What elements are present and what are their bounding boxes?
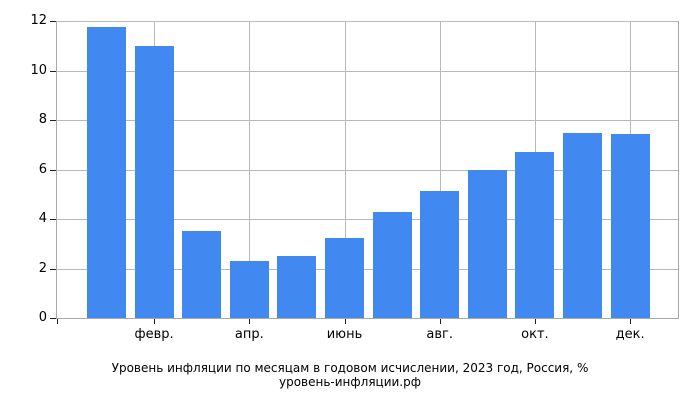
bar-июль xyxy=(372,211,412,318)
y-tick-6 xyxy=(50,169,56,171)
x-tick-апр. xyxy=(249,319,251,324)
x-tick-дек. xyxy=(630,319,632,324)
y-tick-label-6: 6 xyxy=(38,161,47,177)
gridline-h-10 xyxy=(57,70,679,72)
gridline-h-6 xyxy=(57,169,679,171)
x-tick-label-авг.: авг. xyxy=(426,327,453,342)
y-tick-label-8: 8 xyxy=(38,112,47,127)
x-tick-label-дек.: дек. xyxy=(615,327,645,342)
gridline-h-12 xyxy=(57,21,679,22)
bar-май xyxy=(277,255,317,318)
bar-окт. xyxy=(515,152,555,318)
gridline-h-2 xyxy=(57,268,679,270)
gridline-v-авг. xyxy=(439,21,441,318)
chart-source: уровень-инфляции.рф xyxy=(278,375,421,389)
y-axis-line xyxy=(56,21,57,319)
x-axis-edge-tick xyxy=(57,319,58,324)
x-tick-label-апр.: апр. xyxy=(234,327,264,342)
plot-area xyxy=(57,21,679,318)
y-tick-label-10: 10 xyxy=(30,62,47,78)
gridline-v-июнь xyxy=(344,21,346,318)
y-tick-label-12: 12 xyxy=(30,13,47,28)
bar-янв. xyxy=(87,26,126,318)
x-tick-февр. xyxy=(154,319,156,324)
y-tick-0 xyxy=(50,318,56,319)
x-tick-окт. xyxy=(534,319,536,324)
bar-апр. xyxy=(229,260,269,318)
y-tick-label-4: 4 xyxy=(38,211,47,226)
x-tick-авг. xyxy=(439,319,441,324)
y-tick-12 xyxy=(50,21,56,22)
bar-нояб. xyxy=(563,132,602,318)
y-tick-label-0: 0 xyxy=(38,310,47,325)
y-tick-label-2: 2 xyxy=(38,260,47,276)
gridline-h-8 xyxy=(57,120,679,121)
bar-март xyxy=(182,231,222,318)
y-tick-4 xyxy=(50,219,56,220)
bar-сент. xyxy=(467,169,507,318)
x-tick-label-февр.: февр. xyxy=(134,327,174,342)
x-tick-label-окт.: окт. xyxy=(521,327,549,342)
y-tick-10 xyxy=(50,70,56,72)
x-tick-label-июнь: июнь xyxy=(326,327,363,342)
y-tick-2 xyxy=(50,268,56,270)
bar-июнь xyxy=(325,237,364,318)
bar-февр. xyxy=(134,46,174,318)
x-axis-line xyxy=(56,318,679,319)
bar-дек. xyxy=(610,134,650,318)
bar-авг. xyxy=(420,190,460,318)
x-tick-июнь xyxy=(344,319,346,324)
chart-title: Уровень инфляции по месяцам в годовом ис… xyxy=(111,361,589,375)
y-tick-8 xyxy=(50,120,56,121)
plot-right-border xyxy=(678,21,679,318)
gridline-h-4 xyxy=(57,219,679,220)
gridline-v-апр. xyxy=(249,21,251,318)
chart-caption: Уровень инфляции по месяцам в годовом ис… xyxy=(0,361,700,389)
